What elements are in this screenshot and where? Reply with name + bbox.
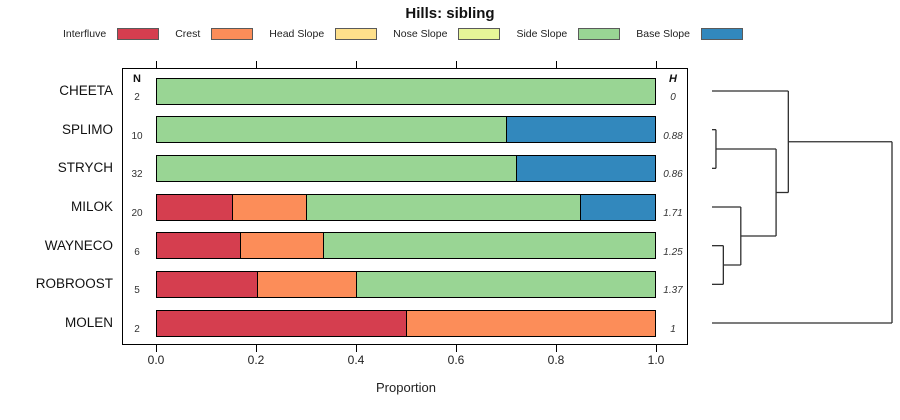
stacked-bar (156, 116, 656, 144)
bar-segment (356, 271, 655, 297)
legend-item-label: Interfluve (63, 28, 107, 40)
row-label: STRYCH (57, 160, 113, 176)
legend-item-label: Nose Slope (393, 28, 448, 40)
bar-segment (157, 155, 516, 181)
legend-item-label: Side Slope (516, 28, 568, 40)
x-axis-tick-bottom (256, 345, 258, 352)
x-axis-tick-bottom (356, 345, 358, 352)
x-axis-tick-bottom (656, 345, 658, 352)
legend-swatch (117, 28, 160, 40)
legend-item-label: Head Slope (269, 28, 325, 40)
stacked-bar (156, 77, 656, 105)
legend-item: Crest (175, 28, 254, 40)
legend-item-label: Crest (175, 28, 201, 40)
bar-segment (157, 271, 257, 297)
row-h-value: 0 (670, 92, 676, 103)
bar-segment (157, 310, 406, 336)
x-axis-tick-label: 0.2 (247, 353, 265, 367)
row-h-value: 1.25 (663, 246, 683, 258)
legend-swatch (335, 28, 378, 40)
row-n-value: 5 (134, 285, 140, 297)
stacked-bar (156, 193, 656, 221)
stacked-bar (156, 270, 656, 298)
row-n-value: 20 (131, 208, 143, 219)
x-axis-tick-top (556, 61, 558, 68)
legend-item: Side Slope (516, 28, 621, 40)
x-axis-tick-label: 0.8 (547, 353, 565, 367)
stacked-bar (156, 154, 656, 182)
bar-segment (157, 117, 506, 143)
x-axis-tick-bottom (556, 345, 558, 352)
legend-swatch (458, 28, 501, 40)
bar-segment (505, 117, 655, 143)
bar-segment (256, 271, 357, 297)
row-label: WAYNECO (44, 237, 113, 253)
x-axis-tick-top (356, 61, 358, 68)
row-n-value: 32 (131, 169, 143, 181)
bar-segment (157, 233, 241, 259)
row-h-value: 0.88 (663, 130, 683, 142)
x-axis-tick-top (256, 61, 258, 68)
legend-item-label: Base Slope (636, 28, 690, 40)
row-h-value: 1.71 (663, 208, 683, 219)
row-label: CHEETA (59, 83, 113, 98)
row-n-value: 10 (131, 130, 143, 142)
bar-segment (157, 78, 655, 104)
row-n-value: 2 (134, 92, 140, 103)
row-h-value: 1.37 (663, 285, 683, 297)
bar-segment (406, 310, 655, 336)
row-h-value: 1 (670, 324, 676, 335)
x-axis-tick-label: 0.6 (447, 353, 465, 367)
bar-segment (157, 194, 232, 220)
row-label: MOLEN (64, 315, 113, 330)
h-column-header: H (669, 73, 677, 85)
row-n-value: 2 (134, 324, 140, 335)
x-axis-tick-label: 0.0 (147, 353, 165, 367)
legend-swatch (211, 28, 254, 40)
stacked-bar (156, 309, 656, 337)
legend-item: Nose Slope (393, 28, 501, 40)
bar-segment (515, 155, 655, 181)
x-axis-tick-bottom (156, 345, 158, 352)
row-n-value: 6 (134, 246, 140, 258)
x-axis-title: Proportion (376, 380, 436, 395)
x-axis-tick-bottom (456, 345, 458, 352)
bar-segment (580, 194, 655, 220)
x-axis-tick-top (156, 61, 158, 68)
bar-segment (231, 194, 307, 220)
n-column-header: N (133, 73, 141, 85)
row-label: ROBROOST (35, 276, 113, 292)
x-axis-tick-top (456, 61, 458, 68)
bar-segment (240, 233, 324, 259)
legend: Interfluve Crest Head Slope Nose Slope Side … (63, 27, 743, 41)
stacked-bar (156, 232, 656, 260)
row-h-value: 0.86 (663, 169, 683, 181)
legend-swatch (578, 28, 621, 40)
bar-segment (323, 233, 655, 259)
row-label: SPLIMO (61, 121, 113, 137)
legend-item: Base Slope (636, 28, 743, 40)
legend-item: Interfluve (63, 28, 160, 40)
x-axis-tick-label: 1.0 (647, 353, 665, 367)
chart-title: Hills: sibling (405, 5, 495, 22)
legend-swatch (700, 28, 743, 40)
x-axis-tick-label: 0.4 (347, 353, 365, 367)
bar-segment (306, 194, 581, 220)
row-label: MILOK (70, 199, 113, 214)
legend-item: Head Slope (269, 28, 378, 40)
x-axis-tick-top (656, 61, 658, 68)
